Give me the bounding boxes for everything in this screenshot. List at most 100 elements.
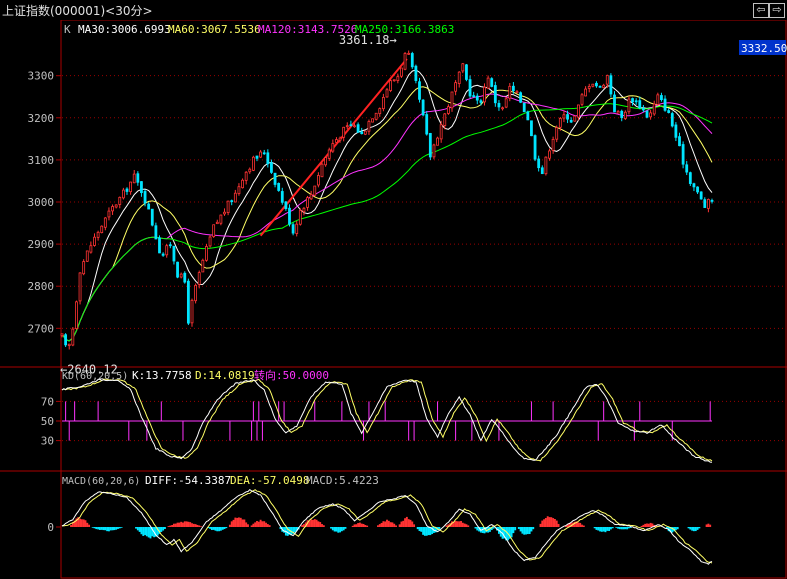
kd-tick-label: 30 (41, 435, 54, 448)
candle-body (262, 152, 266, 155)
candle-body (100, 225, 104, 234)
candle-body (103, 217, 107, 228)
candle-body (302, 207, 306, 213)
candle-body (324, 157, 328, 166)
candle-body (631, 98, 634, 103)
candle-body (652, 103, 656, 115)
candle-body (627, 98, 631, 113)
candle-body (706, 199, 710, 209)
candle-body (699, 191, 703, 200)
candle-body (71, 328, 75, 346)
candle-body (60, 333, 64, 337)
next-arrow-icon[interactable]: ⇨ (769, 3, 785, 18)
ma250-label: MA250:3166.3863 (355, 23, 454, 36)
candle-body (418, 81, 421, 100)
candle-body (555, 127, 559, 140)
candle-body (179, 273, 183, 278)
kd-d-label: D:14.0819 (195, 369, 255, 382)
candle-body (349, 124, 353, 127)
candle-body (226, 200, 230, 214)
candle-body (501, 107, 504, 110)
current-price-tag (739, 40, 786, 55)
candle-body (288, 207, 291, 225)
candle-body (223, 211, 226, 215)
candle-body (696, 186, 699, 193)
candle-body (490, 78, 494, 87)
candle-body (566, 114, 569, 120)
candle-body (67, 343, 71, 346)
candle-body (121, 189, 125, 199)
k-tick-label: 3000 (28, 196, 55, 209)
candle-body (201, 259, 205, 273)
k-tick-label: 2900 (28, 238, 55, 251)
candle-body (230, 200, 234, 203)
candle-body (158, 237, 161, 254)
candle-body (85, 250, 89, 262)
ma120-label: MA120:3143.7526 (258, 23, 357, 36)
candle-body (421, 99, 425, 116)
candle-body (363, 130, 367, 135)
ma60-label: MA60:3067.5536 (168, 23, 261, 36)
candle-body (595, 82, 598, 87)
candle-body (432, 144, 436, 158)
candle-body (309, 194, 313, 200)
candle-body (573, 115, 577, 122)
candle-body (78, 272, 82, 302)
candle-body (548, 150, 551, 159)
candle-body (111, 206, 114, 212)
candle-body (186, 280, 190, 324)
candle-body (613, 94, 616, 113)
chart-frame (60, 20, 787, 579)
candle-body (266, 152, 270, 165)
candle-body (280, 191, 284, 203)
candle-body (584, 88, 588, 97)
candle-body (540, 167, 544, 175)
candle-body (533, 135, 537, 160)
window-title: 上证指数(000001)<30分> (2, 4, 153, 18)
macd-macd-label: MACD:5.4223 (306, 474, 379, 487)
prev-arrow-icon[interactable]: ⇦ (753, 3, 769, 18)
candle-body (132, 173, 136, 184)
candle-body (428, 133, 432, 158)
candle-body (602, 84, 606, 89)
ma250-line (61, 103, 713, 342)
macd-diff-label: DIFF:-54.3387 (145, 474, 231, 487)
candle-body (219, 214, 223, 224)
candle-body (562, 114, 566, 119)
candle-body (497, 102, 501, 108)
candle-body (580, 94, 584, 105)
candle-body (165, 245, 169, 256)
candle-body (400, 67, 403, 77)
candle-body (147, 203, 151, 210)
candle-body (374, 112, 378, 120)
candle-body (338, 137, 342, 141)
candle-body (710, 199, 714, 202)
candle-body (118, 196, 122, 205)
candle-body (125, 188, 129, 192)
candle-body (446, 106, 450, 114)
candle-body (692, 183, 696, 188)
macd-tick-label: 0 (47, 521, 54, 534)
candle-body (620, 110, 624, 118)
candle-body (251, 156, 255, 171)
kd-tick-label: 70 (41, 395, 54, 408)
candle-body (371, 118, 374, 123)
candle-body (259, 151, 263, 158)
candle-body (75, 301, 78, 329)
candle-body (342, 126, 346, 138)
candle-body (82, 261, 86, 275)
kd-k-line (61, 378, 713, 463)
candle-body (241, 179, 244, 189)
kd-k-label: K:13.7758 (132, 369, 192, 382)
candle-body (316, 175, 320, 186)
macd-dea-label: DEA:-57.0498 (230, 474, 309, 487)
candle-body (277, 183, 281, 191)
candle-body (313, 185, 317, 196)
candle-body (493, 85, 497, 104)
candle-body (439, 124, 443, 140)
k-tick-label: 3300 (28, 70, 55, 83)
candle-body (551, 139, 555, 151)
candle-body (396, 76, 400, 81)
candle-body (450, 91, 454, 109)
